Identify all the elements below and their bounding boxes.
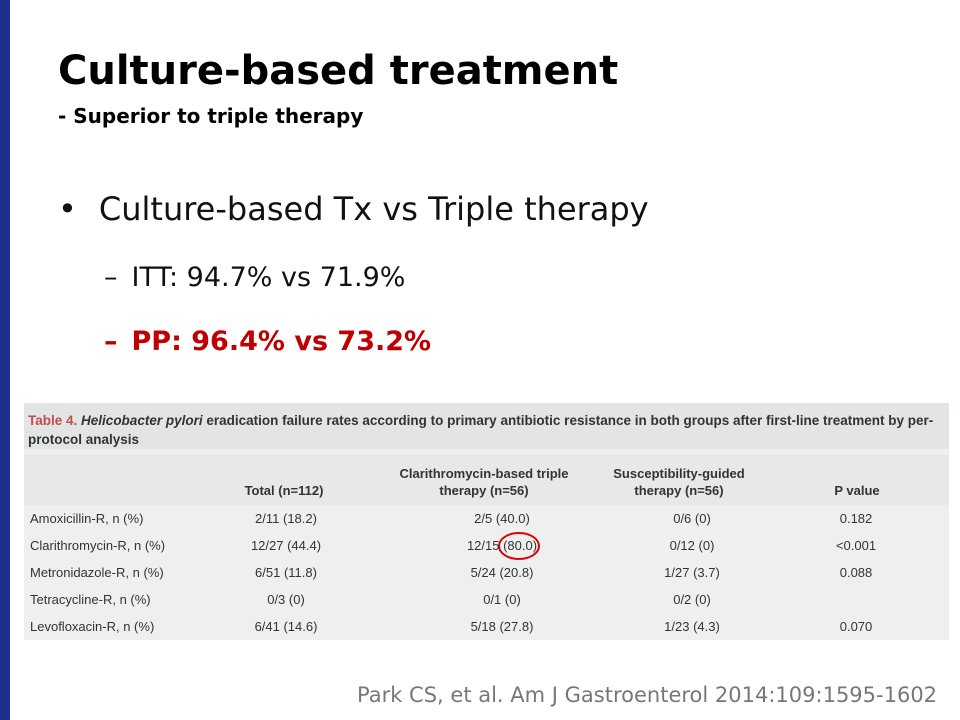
annotation xyxy=(498,532,540,560)
row-label: Tetracycline-R, n (%) xyxy=(30,592,151,607)
row-label: Levofloxacin-R, n (%) xyxy=(30,619,155,634)
bullet-text: ITT: 94.7% vs 71.9% xyxy=(131,262,406,293)
cell: 0.070 xyxy=(839,619,873,634)
cell: 0/3 (0) xyxy=(267,592,305,607)
cell: 1/27 (3.7) xyxy=(664,565,720,580)
subtitle: - Superior to triple therapy xyxy=(58,104,364,128)
caption-label: Table 4. xyxy=(28,413,78,428)
cell: 0/2 (0) xyxy=(673,592,711,607)
highlight-circle xyxy=(498,532,540,560)
cell: <0.001 xyxy=(835,538,877,553)
cell: 5/24 (20.8) xyxy=(470,565,534,580)
cell: 0/6 (0) xyxy=(673,511,711,526)
table: Table 4. Helicobacter pylori eradication… xyxy=(24,403,949,640)
header-row xyxy=(24,455,949,505)
column-header: Total (n=112) xyxy=(244,483,324,498)
cell: 5/18 (27.8) xyxy=(470,619,534,634)
bullet-text: PP: 96.4% vs 73.2% xyxy=(131,326,432,357)
row-label: Amoxicillin-R, n (%) xyxy=(30,511,144,526)
row-label: Clarithromycin-R, n (%) xyxy=(30,538,166,553)
cell: 12/27 (44.4) xyxy=(250,538,322,553)
cell: 0/12 (0) xyxy=(669,538,715,553)
table-caption: Table 4. Helicobacter pylori eradication… xyxy=(24,403,949,449)
column-header: Susceptibility-guided therapy (n=56) xyxy=(613,466,745,498)
accent-bar xyxy=(0,0,10,720)
cell: 2/5 (40.0) xyxy=(474,511,530,526)
cell: 2/11 (18.2) xyxy=(255,511,317,526)
cell: 6/51 (11.8) xyxy=(255,565,317,580)
column-header: P value xyxy=(834,483,880,498)
sub-bullet: PP: 96.4% vs 73.2% xyxy=(104,326,432,357)
cell: 0/1 (0) xyxy=(483,592,521,607)
bullet: Culture-based Tx vs Triple therapy xyxy=(58,190,649,228)
caption-text: eradication failure rates according to p… xyxy=(28,413,934,447)
cell: 0.088 xyxy=(839,565,873,580)
title: Culture-based treatment xyxy=(58,48,619,94)
row-label: Metronidazole-R, n (%) xyxy=(30,565,164,580)
caption-organism: Helicobacter pylori xyxy=(81,413,203,428)
bullet-text: Culture-based Tx vs Triple therapy xyxy=(98,190,649,228)
column-header: Clarithromycin-based triple therapy (n=5… xyxy=(399,466,569,498)
sub-bullet: ITT: 94.7% vs 71.9% xyxy=(104,262,406,293)
cell: 0.182 xyxy=(839,511,873,526)
cell: 12/15 (80.0) xyxy=(466,538,538,553)
cell: 6/41 (14.6) xyxy=(254,619,318,634)
citation: Park CS, et al. Am J Gastroenterol 2014:… xyxy=(357,683,938,707)
cell: 1/23 (4.3) xyxy=(664,619,720,634)
